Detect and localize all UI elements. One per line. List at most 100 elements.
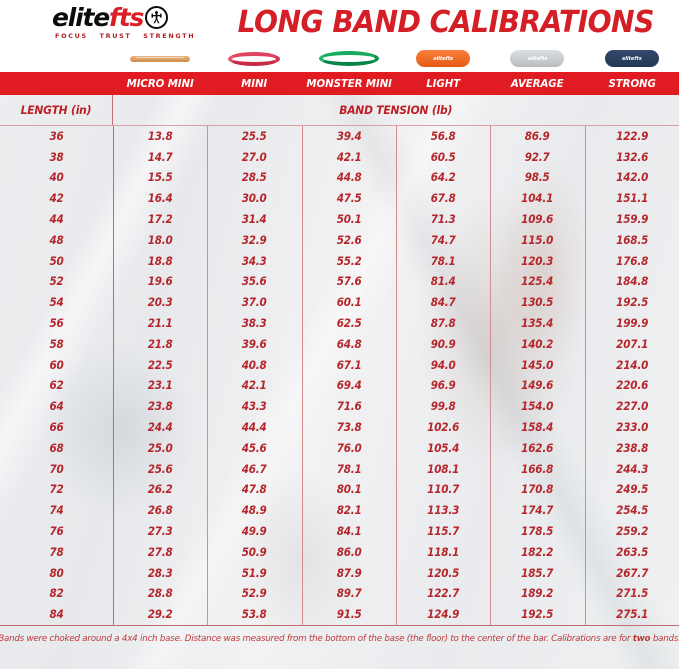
table-row: 62 23.1 42.1 69.4 96.9 149.6 220.6 <box>0 376 679 397</box>
cell-tension: 120.3 <box>521 254 554 268</box>
cell-tension: 42.1 <box>242 379 267 393</box>
table-row: 48 18.0 32.9 52.6 74.7 115.0 168.5 <box>0 230 679 251</box>
cell-tension: 81.4 <box>430 275 456 289</box>
cell-length: 58 <box>49 337 64 351</box>
cell-tension: 64.2 <box>430 171 456 185</box>
cell-tension: 115.7 <box>427 525 460 539</box>
cell-tension: 87.8 <box>430 317 456 331</box>
cell-tension: 102.6 <box>427 421 460 435</box>
cell-tension: 105.4 <box>427 441 460 455</box>
cell-tension: 38.3 <box>242 317 267 331</box>
table-row: 78 27.8 50.9 86.0 118.1 182.2 263.5 <box>0 542 679 563</box>
cell-tension: 151.1 <box>615 192 648 206</box>
cell-tension: 90.9 <box>430 337 456 351</box>
cell-tension: 132.6 <box>615 150 648 164</box>
cell-tension: 31.4 <box>242 213 267 227</box>
cell-length: 62 <box>49 379 64 393</box>
cell-tension: 84.7 <box>430 296 456 310</box>
cell-tension: 28.8 <box>147 587 173 601</box>
elitefts-logo: elite fts FOCUS TRUST STRENGTH <box>0 5 224 40</box>
cell-tension: 73.8 <box>336 421 362 435</box>
cell-tension: 115.0 <box>521 233 554 247</box>
cell-tension: 249.5 <box>615 483 648 497</box>
cell-tension: 122.9 <box>615 129 648 143</box>
cell-tension: 22.5 <box>147 358 173 372</box>
table-row: 38 14.7 27.0 42.1 60.5 92.7 132.6 <box>0 147 679 168</box>
cell-tension: 84.1 <box>336 525 362 539</box>
cell-tension: 154.0 <box>521 400 554 414</box>
table-row: 44 17.2 31.4 50.1 71.3 109.6 159.9 <box>0 209 679 230</box>
cell-tension: 29.2 <box>147 608 173 622</box>
cell-tension: 98.5 <box>525 171 550 185</box>
cell-tension: 120.5 <box>427 566 460 580</box>
cell-tension: 214.0 <box>615 358 648 372</box>
band-photo-mini <box>207 45 301 72</box>
cell-tension: 27.0 <box>242 150 267 164</box>
cell-tension: 25.0 <box>147 441 173 455</box>
tension-header-cell: BAND TENSION (lb) <box>113 103 679 117</box>
cell-length: 48 <box>49 233 64 247</box>
cell-tension: 13.8 <box>147 129 173 143</box>
cell-tension: 199.9 <box>615 317 648 331</box>
table-row: 82 28.8 52.9 89.7 122.7 189.2 271.5 <box>0 584 679 605</box>
column-header-strong: STRONG <box>608 77 656 90</box>
table-row: 70 25.6 46.7 78.1 108.1 166.8 244.3 <box>0 459 679 480</box>
logo-text-elite: elite <box>52 3 110 32</box>
cell-tension: 140.2 <box>521 337 554 351</box>
cell-tension: 78.1 <box>430 254 456 268</box>
cell-tension: 52.9 <box>242 587 267 601</box>
cell-length: 42 <box>49 192 64 206</box>
cell-length: 68 <box>49 441 64 455</box>
cell-tension: 92.7 <box>525 150 550 164</box>
cell-length: 36 <box>49 129 64 143</box>
cell-length: 52 <box>49 275 64 289</box>
cell-tension: 39.4 <box>336 129 362 143</box>
cell-length: 60 <box>49 358 64 372</box>
column-header-bar: MICRO MINI MINI MONSTER MINI LIGHT AVERA… <box>0 72 679 95</box>
cell-tension: 71.3 <box>430 213 456 227</box>
table-row: 84 29.2 53.8 91.5 124.9 192.5 275.1 <box>0 604 679 625</box>
tagline-focus: FOCUS <box>55 32 88 40</box>
table-row: 52 19.6 35.6 57.6 81.4 125.4 184.8 <box>0 272 679 293</box>
logo-tagline: FOCUS TRUST STRENGTH <box>52 32 195 40</box>
cell-tension: 158.4 <box>521 421 554 435</box>
column-header-micro-mini: MICRO MINI <box>126 77 194 90</box>
cell-length: 72 <box>49 483 64 497</box>
cell-tension: 185.7 <box>521 566 554 580</box>
cell-tension: 23.1 <box>147 379 173 393</box>
cell-tension: 254.5 <box>615 504 648 518</box>
cell-tension: 60.5 <box>430 150 456 164</box>
cell-tension: 44.8 <box>336 171 362 185</box>
cell-tension: 135.4 <box>521 317 554 331</box>
cell-tension: 55.2 <box>336 254 362 268</box>
cell-tension: 118.1 <box>427 545 460 559</box>
cell-length: 70 <box>49 462 64 476</box>
cell-tension: 28.3 <box>147 566 173 580</box>
cell-tension: 18.0 <box>147 233 173 247</box>
cell-tension: 20.3 <box>147 296 173 310</box>
cell-tension: 86.0 <box>336 545 362 559</box>
cell-length: 38 <box>49 150 64 164</box>
cell-tension: 108.1 <box>427 462 460 476</box>
band-strip-spacer <box>0 45 113 72</box>
column-header-monster-mini: MONSTER MINI <box>306 77 392 90</box>
band-logo-light: elitefts <box>433 55 453 62</box>
cell-tension: 52.6 <box>336 233 362 247</box>
table-row: 50 18.8 34.3 55.2 78.1 120.3 176.8 <box>0 251 679 272</box>
cell-tension: 19.6 <box>147 275 173 289</box>
cell-tension: 24.4 <box>147 421 173 435</box>
cell-tension: 25.5 <box>242 129 267 143</box>
table-row: 76 27.3 49.9 84.1 115.7 178.5 259.2 <box>0 521 679 542</box>
band-logo-strong: elitefts <box>621 55 642 62</box>
cell-tension: 27.3 <box>147 525 173 539</box>
cell-tension: 43.3 <box>242 400 267 414</box>
cell-tension: 82.1 <box>336 504 362 518</box>
band-photo-micro-mini <box>113 45 207 72</box>
cell-tension: 104.1 <box>521 192 554 206</box>
table-row: 80 28.3 51.9 87.9 120.5 185.7 267.7 <box>0 563 679 584</box>
table-row: 68 25.0 45.6 76.0 105.4 162.6 238.8 <box>0 438 679 459</box>
cell-tension: 51.9 <box>242 566 267 580</box>
column-header-average: AVERAGE <box>511 77 564 90</box>
cell-tension: 220.6 <box>615 379 648 393</box>
